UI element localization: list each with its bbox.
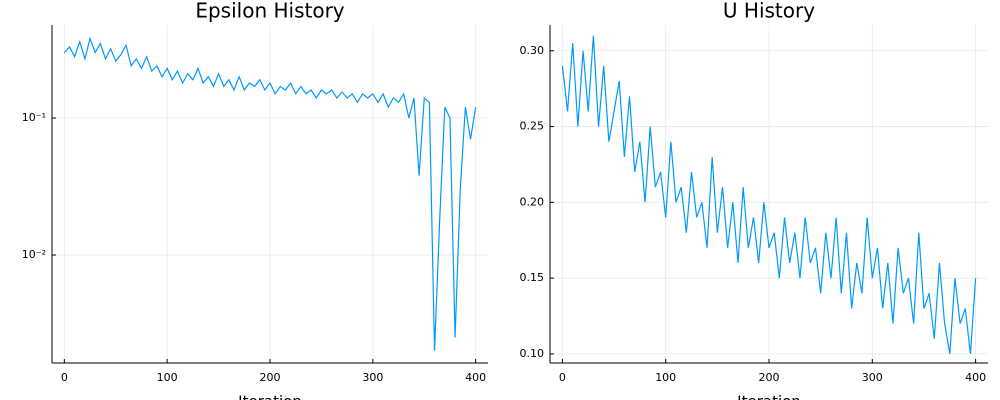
y-tick-label: 0.20 [520,195,545,208]
x-axis-label: Iteration [737,393,801,400]
chart-title: Epsilon History [195,0,344,23]
x-tick-label: 0 [61,371,68,384]
y-tick-label: 0.25 [520,120,545,133]
x-tick-label: 300 [362,371,383,384]
x-tick-label: 100 [157,371,178,384]
y-tick-label: 10⁻¹ [22,111,46,124]
y-tick-label: 0.30 [520,44,545,57]
y-tick-label: 10⁻² [22,248,46,261]
x-axis-label: Iteration [238,393,302,400]
x-tick-label: 200 [759,371,780,384]
x-tick-label: 0 [559,371,566,384]
chart-title: U History [723,0,815,23]
x-tick-label: 200 [260,371,281,384]
x-tick-label: 400 [465,371,486,384]
y-tick-label: 0.10 [520,347,545,360]
y-tick-label: 0.15 [520,271,545,284]
data-line [63,36,477,351]
data-line [561,35,977,355]
x-tick-label: 100 [655,371,676,384]
x-tick-label: 400 [965,371,986,384]
x-tick-label: 300 [862,371,883,384]
